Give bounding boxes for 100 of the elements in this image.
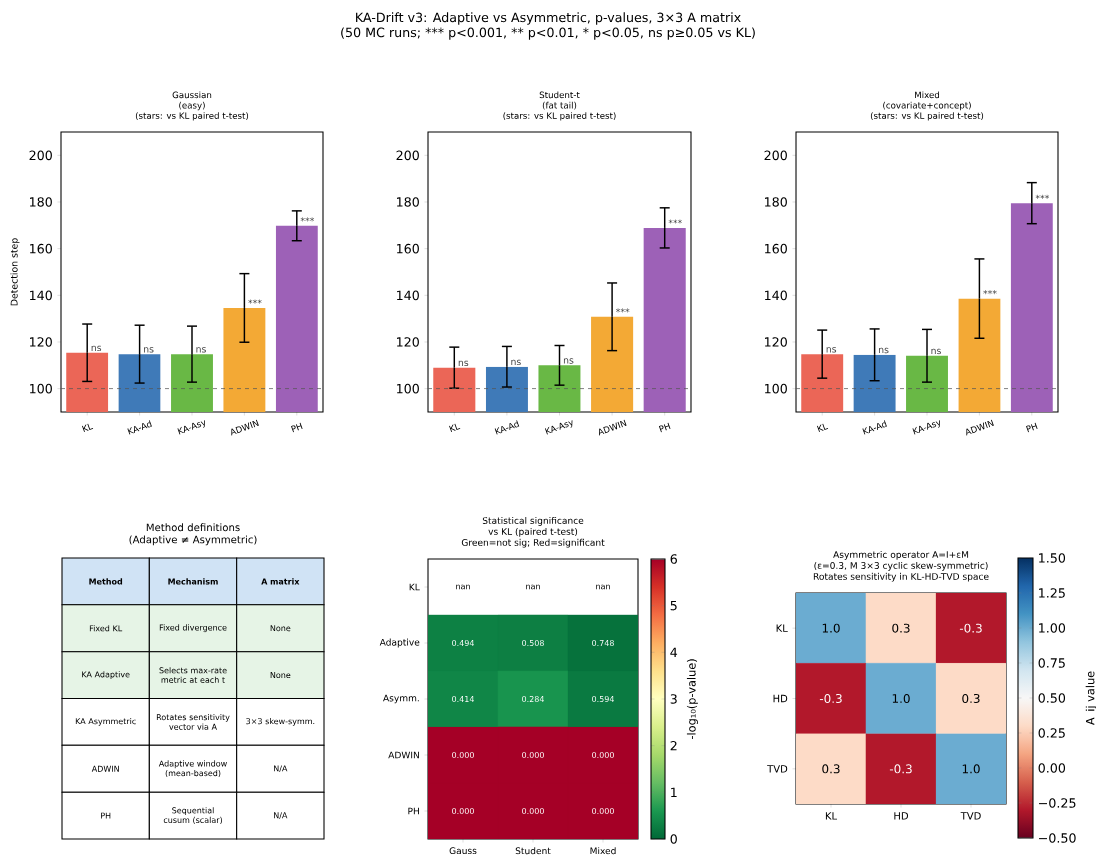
color-bar-label: 1.25 bbox=[1039, 588, 1065, 598]
color-bar-label: 1.00 bbox=[1039, 623, 1066, 633]
text: N/A bbox=[274, 812, 288, 819]
color-bar-label: −0.25 bbox=[1039, 798, 1076, 808]
y-tick-label: 200 bbox=[764, 150, 787, 161]
color-bar-label: 1 bbox=[671, 787, 677, 797]
data-label: 1.0 bbox=[892, 693, 910, 704]
text: 3×3 skew-symm. bbox=[246, 718, 315, 726]
y-tick-label: ADWIN bbox=[388, 751, 419, 759]
y-tick-label: 160 bbox=[765, 243, 787, 254]
x-tick-label: HD bbox=[894, 812, 909, 820]
annotation: 0.494 bbox=[452, 639, 475, 647]
data-label: ns bbox=[563, 358, 574, 364]
text: Adaptive window (mean-based) bbox=[158, 760, 227, 778]
data-label: *** bbox=[1035, 194, 1050, 199]
x-tick-label: KL bbox=[449, 423, 461, 432]
text: (50 MC runs; *** p<0.001, ** p<0.01, * p<0.05, ns p≥0.05 vs KL) bbox=[341, 27, 755, 40]
y-tick-label: 100 bbox=[30, 383, 52, 394]
y-tick-label: HD bbox=[773, 694, 788, 703]
data-label: ns bbox=[879, 347, 889, 354]
color-bar-label: 3 bbox=[670, 694, 677, 704]
text: KA Adaptive bbox=[82, 671, 130, 679]
y-tick-label: 120 bbox=[397, 337, 419, 347]
y-tick-label: 140 bbox=[397, 290, 419, 301]
data-label: *** bbox=[248, 299, 262, 304]
data-label: ns bbox=[511, 359, 521, 366]
y-tick-label: 100 bbox=[765, 383, 787, 394]
annotation: 0.000 bbox=[522, 751, 544, 759]
chart-title: Asymmetric operator A=I+εM (ε=0.3, M 3×3 cyclic skew-symmetric) Rotates sensitivity in KL-HD-TVD space bbox=[813, 550, 989, 582]
chart-title: Statistical significance vs KL (paired t-test) Green=not sig; Red=significant bbox=[461, 516, 605, 548]
data-label: -0.3 bbox=[819, 693, 842, 704]
category-label: A matrix bbox=[261, 578, 300, 585]
color-bar-label: 6 bbox=[670, 554, 677, 564]
color-bar-title: A_ij value bbox=[1085, 671, 1096, 726]
x-tick-label: PH bbox=[658, 422, 671, 433]
data-label: ns bbox=[458, 360, 469, 367]
data-label: 0.3 bbox=[822, 764, 840, 774]
data-label: *** bbox=[668, 219, 683, 224]
y-tick-label: TVD bbox=[767, 765, 788, 773]
x-tick-label: Mixed bbox=[590, 847, 616, 855]
text: Method definitions (Adaptive ≠ Asymmetric) bbox=[129, 523, 257, 546]
color-bar-label: 4 bbox=[670, 647, 678, 657]
data-label: ns bbox=[931, 348, 941, 355]
x-tick-label: Gauss bbox=[449, 847, 477, 855]
data-label: 1.0 bbox=[962, 764, 980, 774]
annotation: 0.000 bbox=[452, 807, 474, 815]
x-tick-label: KL bbox=[817, 423, 829, 432]
color-bar-label: 0.50 bbox=[1038, 693, 1066, 703]
color-bar-label: 2 bbox=[670, 740, 677, 751]
text: N/A bbox=[274, 765, 288, 773]
text: ADWIN bbox=[91, 765, 119, 772]
x-tick-label: PH bbox=[291, 422, 303, 433]
color-bar-label: 0.00 bbox=[1038, 763, 1066, 773]
y-tick-label: 120 bbox=[765, 337, 787, 347]
chart-title: Mixed (covariate+concept) (stars: vs KL paired t-test) bbox=[870, 91, 984, 121]
annotation: 0.000 bbox=[522, 807, 544, 815]
annotation: nan bbox=[596, 584, 610, 590]
y-tick-label: 200 bbox=[29, 150, 52, 161]
data-label: 0.3 bbox=[962, 693, 980, 704]
text: KA-Drift v3: Adaptive vs Asymmetric, p-values, 3×3 A matrix bbox=[356, 12, 741, 25]
y-tick-label: 120 bbox=[30, 337, 52, 347]
y-tick-label: 160 bbox=[30, 243, 52, 254]
data-label: ns bbox=[91, 345, 102, 352]
category-label: Mechanism bbox=[168, 578, 218, 585]
chart-title: Student-t (fat tail) (stars: vs KL paired t-test) bbox=[503, 91, 616, 121]
chart-title: Gaussian (easy) (stars: vs KL paired t-test) bbox=[135, 91, 249, 121]
text: KA Asymmetric bbox=[75, 718, 136, 726]
y-tick-label: 180 bbox=[765, 197, 787, 207]
y-tick-label: KL bbox=[409, 583, 420, 591]
annotation: 0.000 bbox=[592, 751, 614, 759]
text: Sequential cusum (scalar) bbox=[163, 807, 222, 824]
y-tick-label: 140 bbox=[30, 290, 52, 301]
color-bar-label: 0.75 bbox=[1038, 658, 1065, 668]
data-label: ns bbox=[144, 347, 154, 353]
y-tick-label: 180 bbox=[30, 197, 52, 207]
x-tick-label: KL bbox=[825, 812, 838, 820]
x-tick-label: Student bbox=[515, 847, 551, 855]
annotation: 0.594 bbox=[592, 695, 614, 703]
color-bar-label: 1.50 bbox=[1039, 553, 1066, 563]
text: Fixed KL bbox=[89, 625, 123, 632]
x-tick-label: TVD bbox=[960, 812, 981, 820]
color-bar-title: -log₁₀(p-value) bbox=[686, 659, 698, 740]
color-bar-label: 0.25 bbox=[1038, 728, 1065, 738]
text: Fixed divergence bbox=[159, 624, 227, 633]
y-tick-label: PH bbox=[408, 807, 419, 815]
annotation: 0.000 bbox=[592, 807, 614, 815]
data-label: 1.0 bbox=[822, 623, 840, 633]
data-label: -0.3 bbox=[959, 623, 982, 633]
text: Selects max-rate metric at each t bbox=[159, 667, 227, 683]
y-tick-label: Asymm. bbox=[383, 694, 419, 704]
text: Rotates sensitivity vector via A bbox=[156, 714, 230, 730]
annotation: nan bbox=[456, 584, 470, 590]
x-tick-label: PH bbox=[1026, 422, 1038, 433]
category-label: Method bbox=[89, 578, 123, 585]
data-label: ns bbox=[826, 347, 837, 353]
x-tick-label: KL bbox=[82, 423, 94, 432]
annotation: 0.508 bbox=[522, 639, 544, 647]
annotation: 0.000 bbox=[452, 751, 474, 759]
y-tick-label: KL bbox=[776, 624, 788, 632]
data-label: ns bbox=[196, 347, 206, 353]
